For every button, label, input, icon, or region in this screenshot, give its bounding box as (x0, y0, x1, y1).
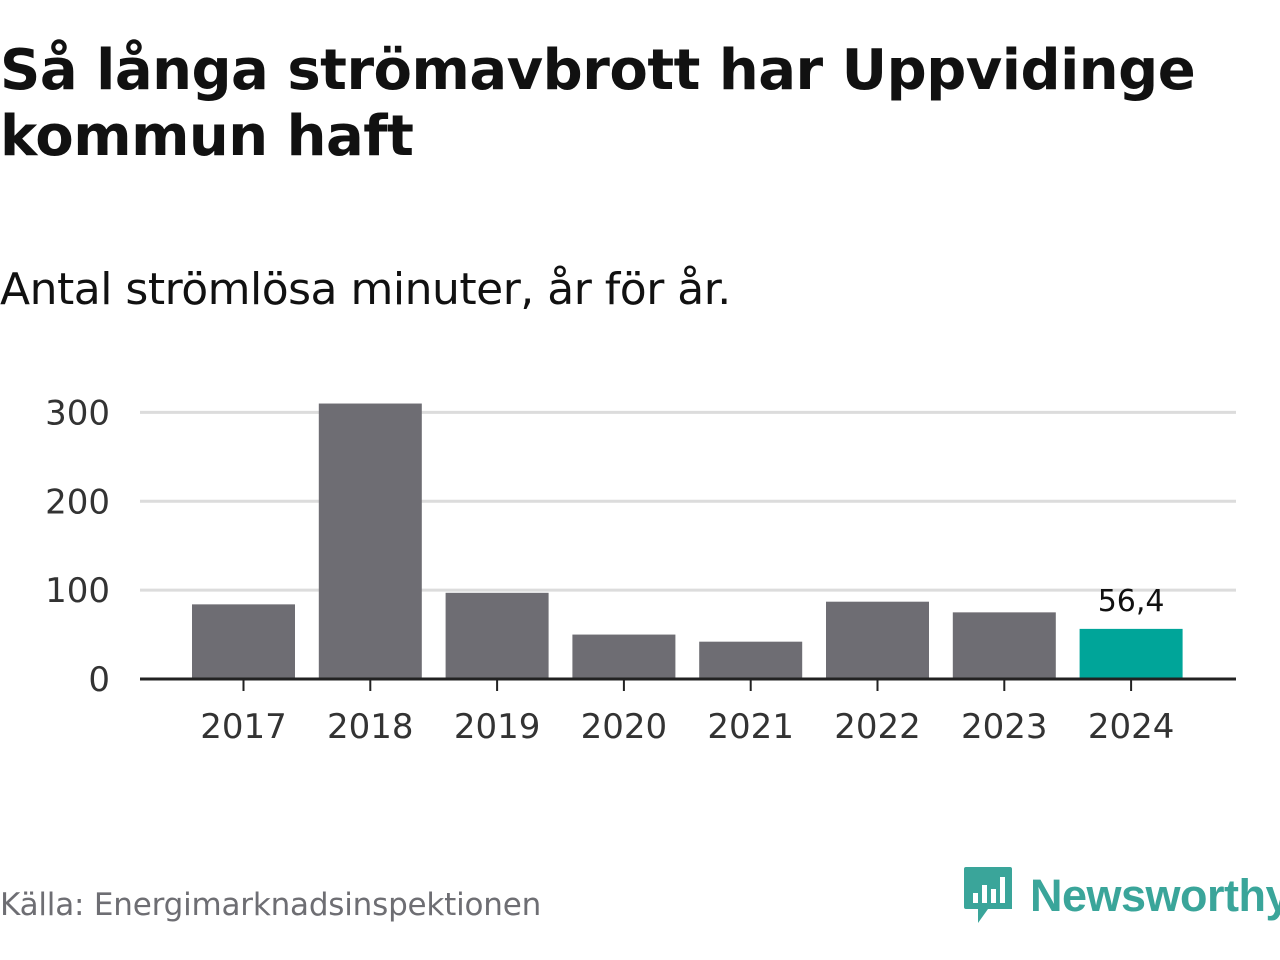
bar-2021 (699, 641, 803, 679)
y-tick-label: 300 (45, 393, 110, 433)
x-tick-label: 2022 (834, 707, 921, 747)
newsworthy-logo-icon (964, 867, 1012, 923)
y-tick-label: 100 (45, 571, 110, 611)
data-label: 56,4 (1098, 584, 1165, 619)
bar-2022 (826, 601, 929, 679)
chart-title: Så långa strömavbrott har Uppvidinge kom… (0, 38, 1196, 169)
source-note: Källa: Energimarknadsinspektionen (0, 887, 542, 923)
bar-chart: 0 100 200 300 2017 2018 2019 2020 2021 2022 2023 20… (45, 393, 1236, 747)
y-tick-label: 0 (88, 660, 110, 700)
bar-2017 (192, 604, 295, 679)
bar-2020 (572, 634, 676, 679)
bar-2023 (952, 612, 1056, 679)
y-tick-label: 200 (45, 482, 110, 522)
x-tick-label: 2019 (454, 707, 541, 747)
bar-2019 (445, 592, 549, 679)
x-tick-label: 2017 (200, 707, 287, 747)
newsworthy-logo: Newsworthy (962, 864, 1280, 928)
chart-subtitle: Antal strömlösa minuter, år för år. (0, 264, 731, 315)
x-tick-label: 2018 (327, 707, 414, 747)
x-tick-label: 2021 (707, 707, 794, 747)
bar-2024 (1079, 628, 1183, 679)
x-tick-label: 2023 (961, 707, 1048, 747)
bar-2018 (318, 403, 422, 679)
brand-name: Newsworthy (1030, 870, 1280, 921)
x-tick-label: 2020 (581, 707, 668, 747)
x-tick-label: 2024 (1088, 707, 1175, 747)
